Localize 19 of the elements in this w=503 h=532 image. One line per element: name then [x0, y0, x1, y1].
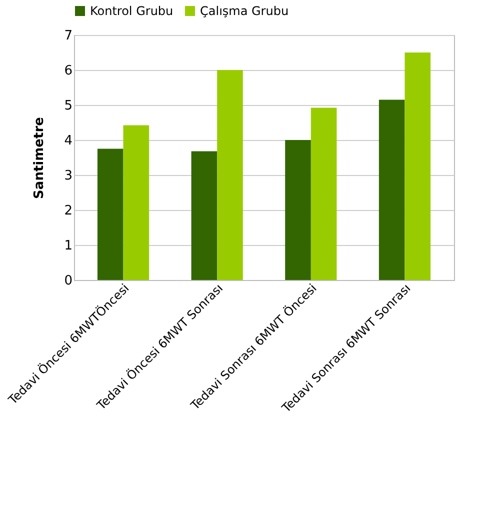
y-tick-label: 1	[64, 238, 72, 254]
bar	[217, 70, 243, 280]
bar	[285, 140, 311, 280]
y-tick-label: 7	[64, 28, 72, 44]
y-tick-label: 6	[64, 64, 72, 78]
y-tick-label: 3	[64, 168, 72, 184]
bar	[191, 151, 218, 280]
bar	[97, 148, 124, 280]
bar	[310, 108, 337, 280]
y-tick-label: 2	[64, 204, 72, 218]
bar	[378, 100, 405, 280]
y-tick-label: 0	[64, 274, 72, 288]
legend-label: Çalışma Grubu	[200, 4, 289, 18]
y-tick-label: 4	[64, 134, 72, 148]
y-tick-label: 5	[64, 98, 72, 114]
bar	[404, 52, 431, 280]
bar	[123, 125, 150, 280]
y-axis-title: Santimetre	[32, 116, 48, 199]
legend-label: Kontrol Grubu	[90, 4, 174, 18]
